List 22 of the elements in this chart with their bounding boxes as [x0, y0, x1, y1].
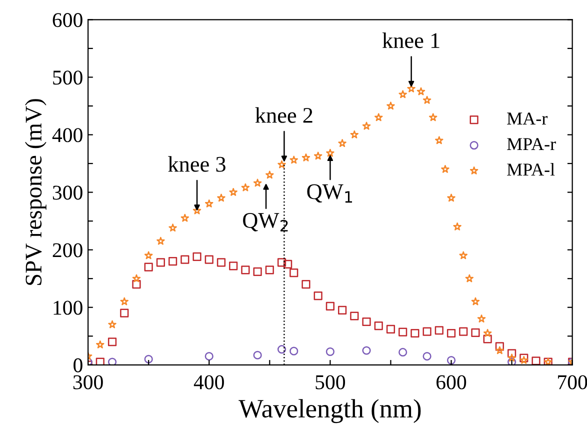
annotation: knee 2	[255, 107, 312, 123]
y-tick-label: 100	[54, 300, 82, 315]
x-tick-label: 300	[73, 375, 103, 390]
x-axis-title: Wavelength (nm)	[238, 399, 421, 424]
y-tick-label: 200	[52, 243, 82, 258]
annotation: knee 1	[382, 32, 440, 48]
y-tick-label: 0	[74, 358, 82, 372]
annotation: knee 3	[168, 156, 226, 172]
legend-label: MPA-l	[507, 163, 555, 176]
y-tick-label: 300	[52, 186, 82, 200]
annotation: QW$_{2}$	[243, 213, 288, 232]
x-tick-label: 400	[194, 375, 224, 390]
y-axis-title: SPV response (mV)	[24, 99, 46, 285]
y-tick-label: 600	[52, 13, 82, 28]
x-tick-label: 600	[436, 375, 466, 390]
x-tick-label: 500	[316, 375, 346, 390]
legend-label: MA-r	[507, 112, 548, 125]
y-tick-label: 500	[53, 70, 82, 85]
annotation: QW$_{1}$	[307, 184, 352, 203]
legend-label: MPA-r	[507, 138, 556, 150]
y-tick-label: 400	[52, 128, 82, 142]
x-tick-label: 700	[558, 375, 587, 390]
